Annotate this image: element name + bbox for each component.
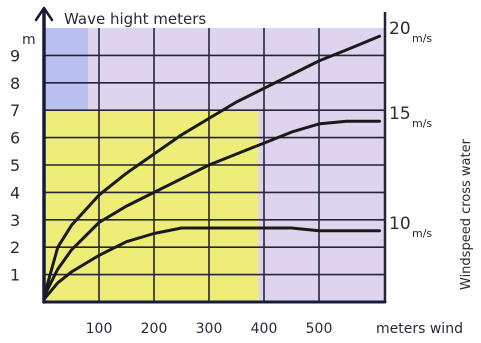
series-label: 20 m/s <box>389 19 432 45</box>
series-label: 15 m/s <box>389 104 432 130</box>
series-line <box>42 34 381 298</box>
y-tick-label: 1 <box>10 266 20 285</box>
x-tick-label: 200 <box>141 321 168 337</box>
yellow-wash <box>44 110 259 302</box>
blue-wash <box>44 28 88 111</box>
y-tick-label: 5 <box>10 156 20 175</box>
y-axis-title: Wave hight meters <box>64 10 206 28</box>
y-tick-label: 6 <box>10 129 20 148</box>
y-tick-label: 2 <box>10 238 20 257</box>
y-tick-label: 3 <box>10 211 20 230</box>
series-label-value: 10 <box>389 214 411 234</box>
tick-labels: 1 2 3 4 5 6 7 8 9 100 200 300 400 500 <box>10 46 332 337</box>
right-axis-title: Windspeed cross water <box>459 138 474 290</box>
series-label-unit: m/s <box>412 227 432 240</box>
series-label: 10 m/s <box>389 214 432 240</box>
curves <box>42 34 381 301</box>
series-label-value: 15 <box>389 104 411 124</box>
x-axis-title: meters wind <box>376 321 463 337</box>
y-axis-unit: m <box>22 32 36 48</box>
y-tick-label: 4 <box>10 183 20 202</box>
series-label-value: 20 <box>389 19 411 39</box>
y-tick-label: 9 <box>10 46 20 65</box>
series-labels: 20 m/s15 m/s10 m/s <box>389 19 432 240</box>
y-tick-label: 7 <box>10 101 20 120</box>
x-tick-label: 100 <box>86 321 113 337</box>
y-tick-label: 8 <box>10 74 20 93</box>
x-tick-label: 400 <box>251 321 278 337</box>
series-line <box>42 119 381 298</box>
x-tick-label: 500 <box>306 321 333 337</box>
x-tick-label: 300 <box>196 321 223 337</box>
series-line <box>42 226 381 301</box>
series-label-unit: m/s <box>412 117 432 130</box>
series-label-unit: m/s <box>412 32 432 45</box>
axes <box>34 6 387 304</box>
y-axis-arrow-icon <box>34 6 54 22</box>
